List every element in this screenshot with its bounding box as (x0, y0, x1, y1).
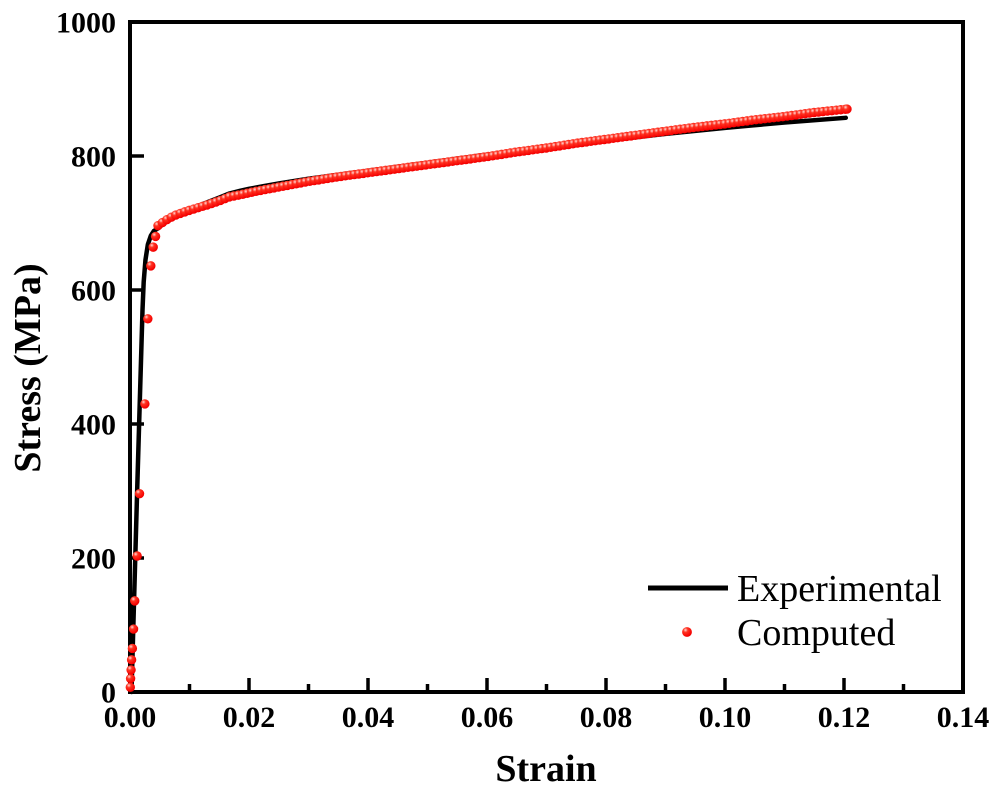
y-axis-title: Stress (MPa) (7, 263, 49, 472)
x-tick-label: 0.12 (818, 701, 871, 734)
x-tick-label: 0.06 (461, 701, 514, 734)
computed-marker (132, 551, 142, 561)
computed-marker (125, 682, 135, 693)
x-axis-title: Strain (495, 748, 596, 790)
x-tick-label: 0.02 (223, 701, 276, 734)
computed-marker (126, 665, 136, 675)
x-axis-tick-labels: 0.00 0.02 0.04 0.06 0.08 0.10 0.12 0.14 (104, 701, 990, 734)
computed-marker (125, 673, 136, 684)
x-tick-label: 0.00 (104, 701, 157, 734)
x-tick-label: 0.14 (937, 701, 990, 734)
y-tick-label: 1000 (56, 7, 116, 40)
computed-marker (140, 399, 150, 409)
computed-marker (127, 643, 138, 654)
x-tick-label: 0.04 (342, 701, 395, 734)
y-tick-label: 0 (101, 677, 116, 710)
y-tick-label: 800 (71, 141, 116, 174)
x-tick-label: 0.08 (580, 701, 633, 734)
computed-marker (130, 596, 140, 606)
computed-marker (128, 624, 139, 634)
y-tick-label: 200 (71, 543, 116, 576)
computed-marker (143, 314, 153, 324)
y-axis-tick-labels: 0 200 400 600 800 1000 (56, 7, 116, 710)
computed-marker (134, 488, 145, 499)
x-tick-label: 0.10 (699, 701, 752, 734)
y-tick-label: 400 (71, 409, 116, 442)
legend-marker-sample-icon (682, 627, 692, 637)
computed-marker (842, 104, 852, 114)
computed-marker (126, 655, 137, 665)
computed-marker (150, 231, 161, 242)
legend-label-experimental: Experimental (737, 568, 942, 610)
computed-marker (148, 242, 158, 252)
series-computed (125, 104, 852, 693)
legend: Experimental Computed (648, 568, 942, 654)
computed-marker (146, 261, 156, 271)
y-tick-label: 600 (71, 275, 116, 308)
legend-label-computed: Computed (737, 612, 895, 654)
x-axis-ticks (128, 678, 965, 692)
